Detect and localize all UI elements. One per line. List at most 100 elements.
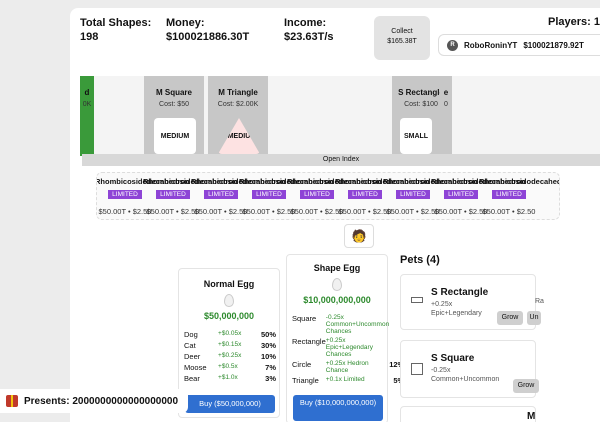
shop-card-m-triangle[interactable]: M Triangle Cost: $2.00K MEDIU — [208, 76, 268, 156]
pet-name: S Rectangle — [431, 287, 489, 298]
size-box: MEDIU — [218, 118, 260, 154]
player-name: RoboRoninYT — [464, 40, 518, 50]
index-item-price: $50.00T • $2.50 — [242, 207, 296, 216]
open-index-button[interactable]: Open Index — [82, 154, 600, 166]
pet-name: S Square — [431, 353, 475, 364]
income-label: Income: — [284, 17, 327, 29]
index-item-name: Rhombicosidodecahedron — [479, 177, 559, 186]
table-row: Dog +$0.05x 50% — [184, 329, 276, 340]
pet-card[interactable]: S Rectangle +0.25x Epic+Legendary Grow R… — [400, 274, 544, 330]
limited-badge: LIMITED — [204, 190, 238, 199]
shop-card-title: e — [443, 88, 449, 97]
table-row: Bear +$1.0x 3% — [184, 373, 276, 384]
pet-bonus: +$0.15x — [218, 341, 242, 348]
index-item-name: Rhombicosidodecahedron — [287, 177, 382, 186]
index-item-price: $50.00T • $2.50 — [338, 207, 392, 216]
pet-chance: 3% — [265, 374, 276, 383]
total-shapes-label: Total Shapes: — [80, 17, 152, 29]
pet-chance: 30% — [260, 341, 276, 350]
index-item[interactable]: Rhombicosidodecahedron LIMITED $50.00T • $… — [383, 177, 478, 216]
pet-bonus: +0.25x Hedron Chance — [325, 360, 369, 374]
pet-name: Moose — [184, 363, 207, 372]
pets-title: Pets (4) — [400, 254, 440, 266]
player-chip[interactable]: R RoboRoninYT $100021879.92T — [438, 34, 600, 56]
index-item[interactable]: Rhombicosidodecahedron LIMITED $50.00T • $… — [335, 177, 430, 216]
shop-card-m-square[interactable]: M Square Cost: $50 MEDIUM — [144, 76, 204, 156]
player-avatar: R — [447, 39, 458, 51]
rectangle-icon — [411, 297, 423, 303]
index-item[interactable]: Rhombicosidodecahedron LIMITED $50.00T • $… — [239, 177, 334, 216]
table-row: Moose +$0.5x 7% — [184, 362, 276, 373]
unequip-button[interactable]: Un — [527, 311, 541, 325]
player-money: $100021879.92T — [523, 40, 584, 50]
size-box: SMALL — [400, 118, 432, 154]
grow-button[interactable]: Grow — [497, 311, 523, 325]
limited-badge: LIMITED — [300, 190, 334, 199]
shape-shop: d 0K M Square Cost: $50 MEDIUM M Triangl… — [80, 76, 600, 156]
table-row: Triangle +0.1x Limited 5% — [292, 375, 404, 386]
index-item[interactable]: Rhombicosidodecahedron LIMITED $50.00T • $… — [191, 177, 286, 216]
pet-name: Deer — [184, 352, 201, 361]
presents-counter: Presents: 2000000000000000000 — [0, 389, 188, 413]
pet-name: Square — [292, 314, 317, 323]
index-item-name: Rhombicosidodecahedron — [96, 177, 190, 186]
index-item[interactable]: Rhombicosidodecahedron LIMITED $50.00T • $… — [96, 177, 190, 216]
pet-name: Triangle — [292, 376, 319, 385]
index-item-price: $50.00T • $2.50 — [194, 207, 248, 216]
pet-name: Rectangle — [292, 337, 326, 346]
income-stat: Income: $23.63T/s — [284, 16, 334, 44]
buy-normal-egg-button[interactable]: Buy ($50,000,000) — [185, 395, 275, 413]
shop-card-partial-left[interactable]: d 0K — [80, 76, 94, 156]
egg-title: Normal Egg — [203, 279, 255, 289]
pet-card[interactable]: S Square -0.25x Common+Uncommon Grow — [400, 340, 539, 398]
index-item-price: $50.00T • $2.50 — [146, 207, 200, 216]
index-item[interactable]: Rhombicosidodecahedron LIMITED $50.00T • $… — [287, 177, 382, 216]
income-value: $23.63T/s — [284, 31, 334, 43]
shop-card-title: S Rectangle — [398, 88, 444, 97]
table-row: Rectangle +0.25x Epic+Legendary Chances — [292, 336, 404, 359]
index-item[interactable]: Rhombicosidodecahedron LIMITED $50.00T • $… — [143, 177, 238, 216]
shop-card-partial-right[interactable]: e 0 — [440, 76, 452, 156]
index-item[interactable]: Rhombicosidodecahedron LIMITED $50.00T • $… — [479, 177, 559, 216]
money-value: $100021886.30T — [166, 31, 250, 43]
square-icon — [411, 363, 423, 375]
shop-card-title: M Square — [155, 88, 192, 97]
limited-badge: LIMITED — [252, 190, 286, 199]
index-item-name: Rhombicosidodecahedron — [383, 177, 478, 186]
limited-badge: LIMITED — [348, 190, 382, 199]
pet-chance: 7% — [265, 363, 276, 372]
shop-card-cost: Cost: $50 — [159, 101, 189, 108]
index-item-name: Rhombicosidodecahedron — [431, 177, 526, 186]
pet-name: Dog — [184, 330, 198, 339]
table-row: Deer +$0.25x 10% — [184, 351, 276, 362]
pet-bonus: +0.25x — [431, 301, 453, 308]
index-item-name: Rhombicosidodecahedron — [335, 177, 430, 186]
avatar-button[interactable]: 🧑 — [344, 224, 374, 248]
pet-chance: 50% — [260, 330, 276, 339]
pet-bonus: +$0.05x — [218, 330, 242, 337]
index-item[interactable]: Rhombicosidodecahedron LIMITED $50.00T • $… — [431, 177, 526, 216]
egg-odds-table: Square -0.25x Common+Uncommon Chances Rec… — [292, 313, 404, 386]
pet-bonus: +0.1x Limited — [325, 376, 365, 383]
pet-card[interactable]: M — [400, 406, 536, 422]
shop-card-title: d — [84, 88, 90, 97]
shape-egg-card: Shape Egg $10,000,000,000 Square -0.25x C… — [286, 254, 404, 422]
pet-desc: Common+Uncommon — [431, 376, 500, 383]
index-item-price: $50.00T • $2.50 — [386, 207, 440, 216]
egg-price: $10,000,000,000 — [303, 295, 371, 305]
shop-card-cost: 0 — [444, 101, 448, 108]
egg-icon — [224, 294, 234, 307]
pet-name: Cat — [184, 341, 196, 350]
pet-bonus: -0.25x — [431, 367, 451, 374]
table-row: Cat +$0.15x 30% — [184, 340, 276, 351]
limited-badge: LIMITED — [492, 190, 526, 199]
grow-button[interactable]: Grow — [513, 379, 539, 393]
egg-title: Shape Egg — [313, 263, 361, 273]
collect-button[interactable]: Collect $165.38T — [374, 16, 430, 60]
index-item-name: Rhombicosidodecahedron — [191, 177, 286, 186]
total-shapes-value: 198 — [80, 31, 99, 43]
game-panel: Total Shapes: 198 Money: $100021886.30T … — [70, 8, 600, 422]
shop-card-cost: Cost: $100 — [404, 101, 438, 108]
pet-name: Bear — [184, 374, 200, 383]
buy-shape-egg-button[interactable]: Buy ($10,000,000,000) — [293, 395, 383, 421]
